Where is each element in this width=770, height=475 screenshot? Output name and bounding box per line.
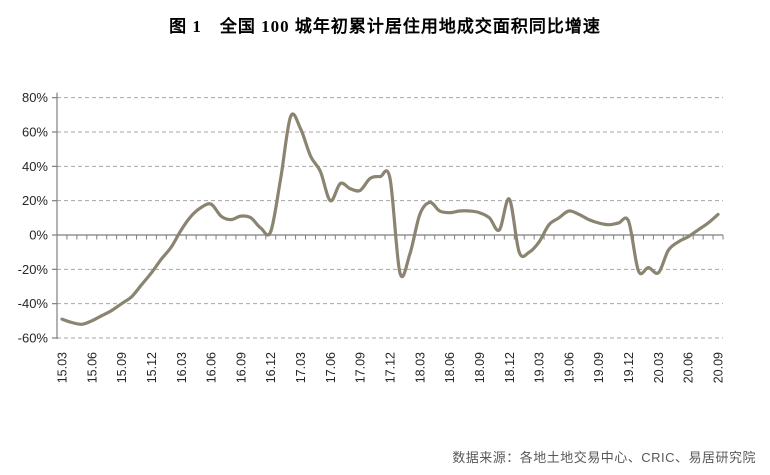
x-tick-label: 15.12 [145, 352, 159, 383]
x-tick-label: 17.06 [324, 352, 338, 383]
y-tick-label: -40% [18, 296, 49, 311]
x-tick-label: 15.09 [115, 352, 129, 383]
x-tick-label: 17.03 [294, 352, 308, 383]
x-tick-label: 16.12 [264, 352, 278, 383]
x-tick-label: 15.06 [85, 352, 99, 383]
y-tick-label: 60% [22, 125, 48, 140]
x-tick-label: 19.03 [533, 352, 547, 383]
x-tick-label: 18.12 [503, 352, 517, 383]
data-line-series [60, 112, 720, 326]
chart-title: 图 1 全国 100 城年初累计居住用地成交面积同比增速 [169, 17, 601, 36]
x-tick-label: 16.06 [205, 352, 219, 383]
x-tick-label: 17.12 [384, 352, 398, 383]
x-tick-label: 19.12 [622, 352, 636, 383]
x-tick-label: 19.06 [562, 352, 576, 383]
y-tick-label: -20% [18, 262, 49, 277]
x-tick-label: 17.09 [354, 352, 368, 383]
y-tick-label: 0% [29, 228, 48, 243]
x-tick-label: 19.09 [592, 352, 606, 383]
x-tick-label: 16.03 [175, 352, 189, 383]
y-tick-label: 80% [22, 90, 48, 105]
data-source-note: 数据来源：各地土地交易中心、CRIC、易居研究院 [452, 450, 756, 465]
x-tick-label: 18.06 [443, 352, 457, 383]
y-tick-label: 20% [22, 193, 48, 208]
x-tick-label: 20.09 [712, 352, 726, 383]
x-tick-label: 18.03 [413, 352, 427, 383]
x-tick-label: 20.06 [682, 352, 696, 383]
y-tick-label: 40% [22, 159, 48, 174]
x-tick-label: 15.03 [55, 352, 69, 383]
x-tick-label: 18.09 [473, 352, 487, 383]
x-tick-label: 16.09 [234, 352, 248, 383]
y-tick-label: -60% [18, 330, 49, 345]
x-tick-label: 20.03 [652, 352, 666, 383]
